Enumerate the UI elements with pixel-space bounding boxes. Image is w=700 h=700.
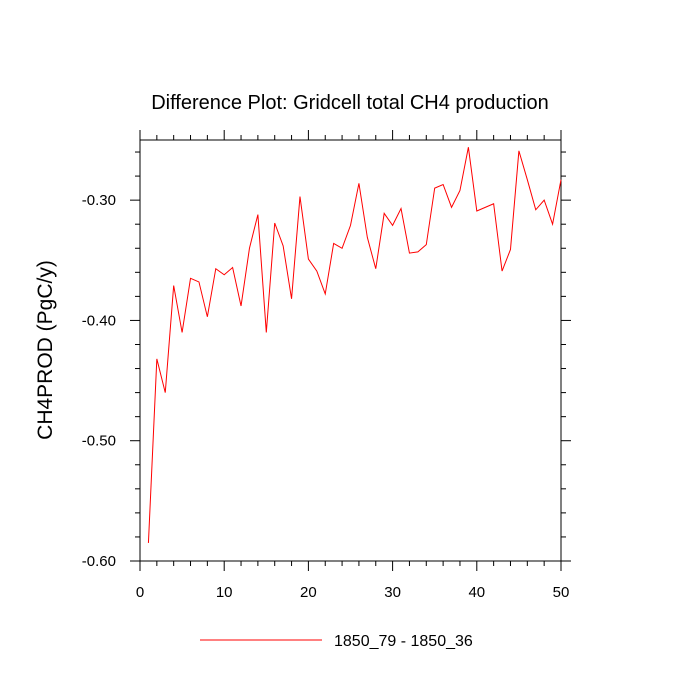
legend: 1850_79 - 1850_36 [200, 633, 473, 650]
series-line [147, 147, 562, 543]
y-tick-label: -0.50 [82, 433, 116, 450]
y-axis-ticks: -0.60 -0.50 -0.40 -0.30 [82, 151, 571, 570]
x-tick-label: 10 [216, 584, 233, 601]
y-tick-label: -0.40 [82, 312, 116, 329]
plot-frame [139, 139, 562, 562]
x-tick-label: 20 [300, 584, 317, 601]
y-axis-label: CH4PROD (PgC/y) [34, 260, 57, 440]
chart-title: Difference Plot: Gridcell total CH4 prod… [151, 92, 549, 114]
series-layer [147, 147, 562, 543]
legend-label: 1850_79 - 1850_36 [334, 633, 473, 650]
x-axis-ticks: 0 10 20 30 40 50 [136, 130, 570, 601]
plot-border [139, 139, 562, 562]
x-tick-label: 40 [468, 584, 485, 601]
x-tick-label: 50 [553, 584, 570, 601]
x-tick-label: 0 [136, 584, 144, 601]
x-tick-label: 30 [384, 584, 401, 601]
y-tick-label: -0.30 [82, 192, 116, 209]
y-tick-label: -0.60 [82, 553, 116, 570]
